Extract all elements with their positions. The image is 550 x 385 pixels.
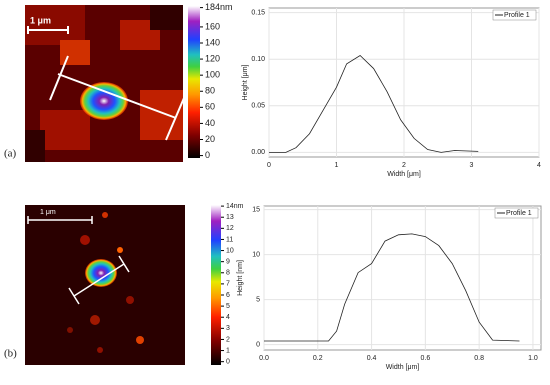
colorbar-tick-label: 100 [205, 70, 220, 80]
colorbar-tick-label: 0 [205, 150, 210, 160]
x-tick-label: 2 [402, 162, 406, 169]
profile-line [264, 233, 520, 342]
y-axis-label: Height [nm] [237, 260, 244, 296]
x-tick-label: 3 [470, 162, 474, 169]
profile-line [269, 54, 479, 153]
x-tick-label: 0 [267, 162, 271, 169]
colorbar-tick-label: 140 [205, 37, 220, 47]
y-tick-label: 0.00 [251, 149, 265, 156]
x-tick-label: 1.0 [528, 355, 538, 362]
colorbar-tick-label: 1 [226, 347, 230, 354]
colorbar-tick-label: 0 [226, 359, 230, 366]
scale-bar-label: 1 μm [40, 209, 56, 216]
y-tick-label: 0.05 [251, 103, 265, 110]
colorbar-tick-label: 2 [226, 336, 230, 343]
colorbar-tick-label: 8 [226, 270, 230, 277]
y-tick-label: 5 [256, 296, 260, 303]
colorbar-tick-label: 184nm [205, 2, 233, 12]
colorbar-tick-label: 160 [205, 21, 220, 31]
colorbar-tick-label: 60 [205, 102, 215, 112]
colorbar-tick-label: 10 [226, 247, 234, 254]
x-axis-label: Width [μm] [387, 171, 421, 178]
scale-bar-label: 1 μm [30, 15, 51, 25]
colorbar-tick-label: 11 [226, 236, 233, 243]
y-tick-label: 0.10 [251, 56, 265, 63]
colorbar-tick-label: 14nm [226, 203, 244, 210]
legend-box [494, 207, 539, 219]
legend-label: Profile 1 [506, 210, 532, 217]
colorbar-tick-label: 120 [205, 53, 220, 63]
y-tick-label: 15 [252, 206, 260, 213]
colorbar-tick-label: 20 [205, 134, 215, 144]
x-tick-label: 0.4 [367, 355, 377, 362]
colorbar-tick-label: 12 [226, 225, 234, 232]
y-axis-label: Height [μm] [242, 64, 249, 100]
colorbar-tick-label: 7 [226, 281, 230, 288]
colorbar [188, 6, 200, 158]
legend-box [492, 9, 537, 21]
y-tick-label: 0.15 [251, 10, 265, 17]
plot-area [263, 205, 542, 351]
colorbar-tick-label: 40 [205, 118, 215, 128]
x-axis-label: Width [μm] [386, 364, 420, 371]
afm-image [25, 5, 185, 162]
afm-image [25, 205, 185, 365]
colorbar-tick-label: 80 [205, 86, 215, 96]
colorbar-tick-label: 9 [226, 259, 230, 266]
colorbar-tick-label: 3 [226, 325, 230, 332]
x-tick-label: 0.2 [313, 355, 323, 362]
x-tick-label: 1 [335, 162, 339, 169]
panel-label: (b) [4, 348, 17, 360]
colorbar-tick-label: 4 [226, 314, 230, 321]
x-tick-label: 0.0 [259, 355, 269, 362]
panel-label: (a) [4, 148, 17, 160]
y-tick-label: 10 [252, 251, 260, 258]
x-tick-label: 0.8 [474, 355, 484, 362]
x-tick-label: 0.6 [420, 355, 430, 362]
y-tick-label: 0 [256, 341, 260, 348]
legend-label: Profile 1 [504, 12, 530, 19]
colorbar-tick-label: 5 [226, 303, 230, 310]
x-tick-label: 4 [537, 162, 541, 169]
colorbar [211, 205, 221, 365]
colorbar-tick-label: 6 [226, 292, 230, 299]
colorbar-tick-label: 13 [226, 214, 234, 221]
